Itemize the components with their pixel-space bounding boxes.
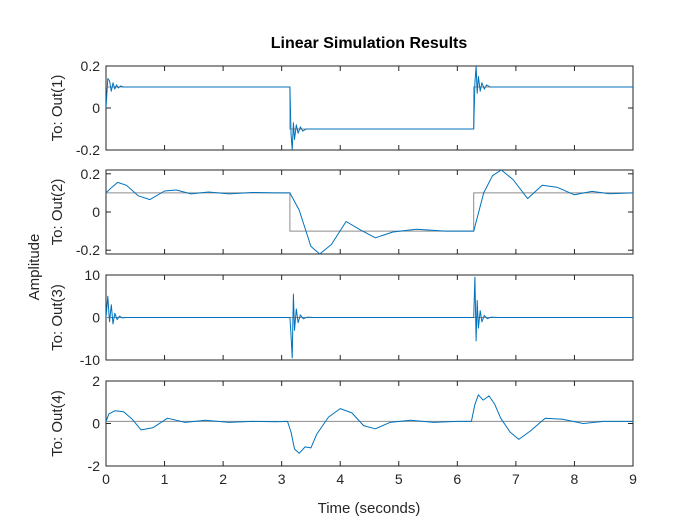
axes-box bbox=[105, 169, 634, 255]
y-tick-label: 0 bbox=[92, 100, 100, 116]
subplot-ylabel: To: Out(1) bbox=[49, 75, 66, 142]
y-tick-label: 2 bbox=[92, 373, 100, 389]
x-axis-label: Time (seconds) bbox=[318, 500, 421, 517]
x-tick-label: 5 bbox=[395, 471, 403, 487]
response-line bbox=[106, 170, 633, 254]
x-tick-label: 2 bbox=[219, 471, 227, 487]
response-line bbox=[106, 66, 633, 150]
y-tick-label: 0 bbox=[92, 204, 100, 220]
x-tick-label: 1 bbox=[161, 471, 169, 487]
x-tick-label: 0 bbox=[102, 471, 110, 487]
axes-box bbox=[105, 65, 634, 151]
y-tick-label: -10 bbox=[80, 352, 100, 368]
x-tick-label: 6 bbox=[453, 471, 461, 487]
subplot-1: -0.2 0 0.2 To: Out(1) bbox=[49, 58, 634, 158]
subplot-3: -10 0 10 To: Out(3) bbox=[49, 267, 634, 368]
chart-title: Linear Simulation Results bbox=[271, 35, 468, 52]
axes-box bbox=[105, 380, 634, 467]
y-tick-label: -2 bbox=[88, 458, 101, 474]
subplot-ylabel: To: Out(2) bbox=[49, 179, 66, 246]
x-tick-label: 9 bbox=[629, 471, 637, 487]
y-tick-label: 10 bbox=[84, 267, 100, 283]
y-tick-label: 0.2 bbox=[81, 166, 101, 182]
y-tick-label: -0.2 bbox=[76, 142, 100, 158]
subplot-ylabel: To: Out(3) bbox=[49, 284, 66, 351]
y-axis-label: Amplitude bbox=[26, 234, 43, 301]
y-tick-label: -0.2 bbox=[76, 242, 100, 258]
subplot-ylabel: To: Out(4) bbox=[49, 390, 66, 457]
x-tick-label: 8 bbox=[571, 471, 579, 487]
subplot-2: -0.2 0 0.2 To: Out(2) bbox=[49, 166, 634, 258]
response-line bbox=[106, 394, 633, 454]
response-line bbox=[106, 276, 633, 359]
subplot-panels: -0.2 0 0.2 To: Out(1) -0.2 0 0.2 To: Out(2) -10 0… bbox=[49, 58, 637, 487]
x-tick-label: 4 bbox=[336, 471, 344, 487]
x-tick-label: 7 bbox=[512, 471, 520, 487]
y-tick-label: 0.2 bbox=[81, 58, 101, 74]
y-tick-label: 0 bbox=[92, 310, 100, 326]
x-tick-label: 3 bbox=[278, 471, 286, 487]
y-tick-label: 0 bbox=[92, 416, 100, 432]
